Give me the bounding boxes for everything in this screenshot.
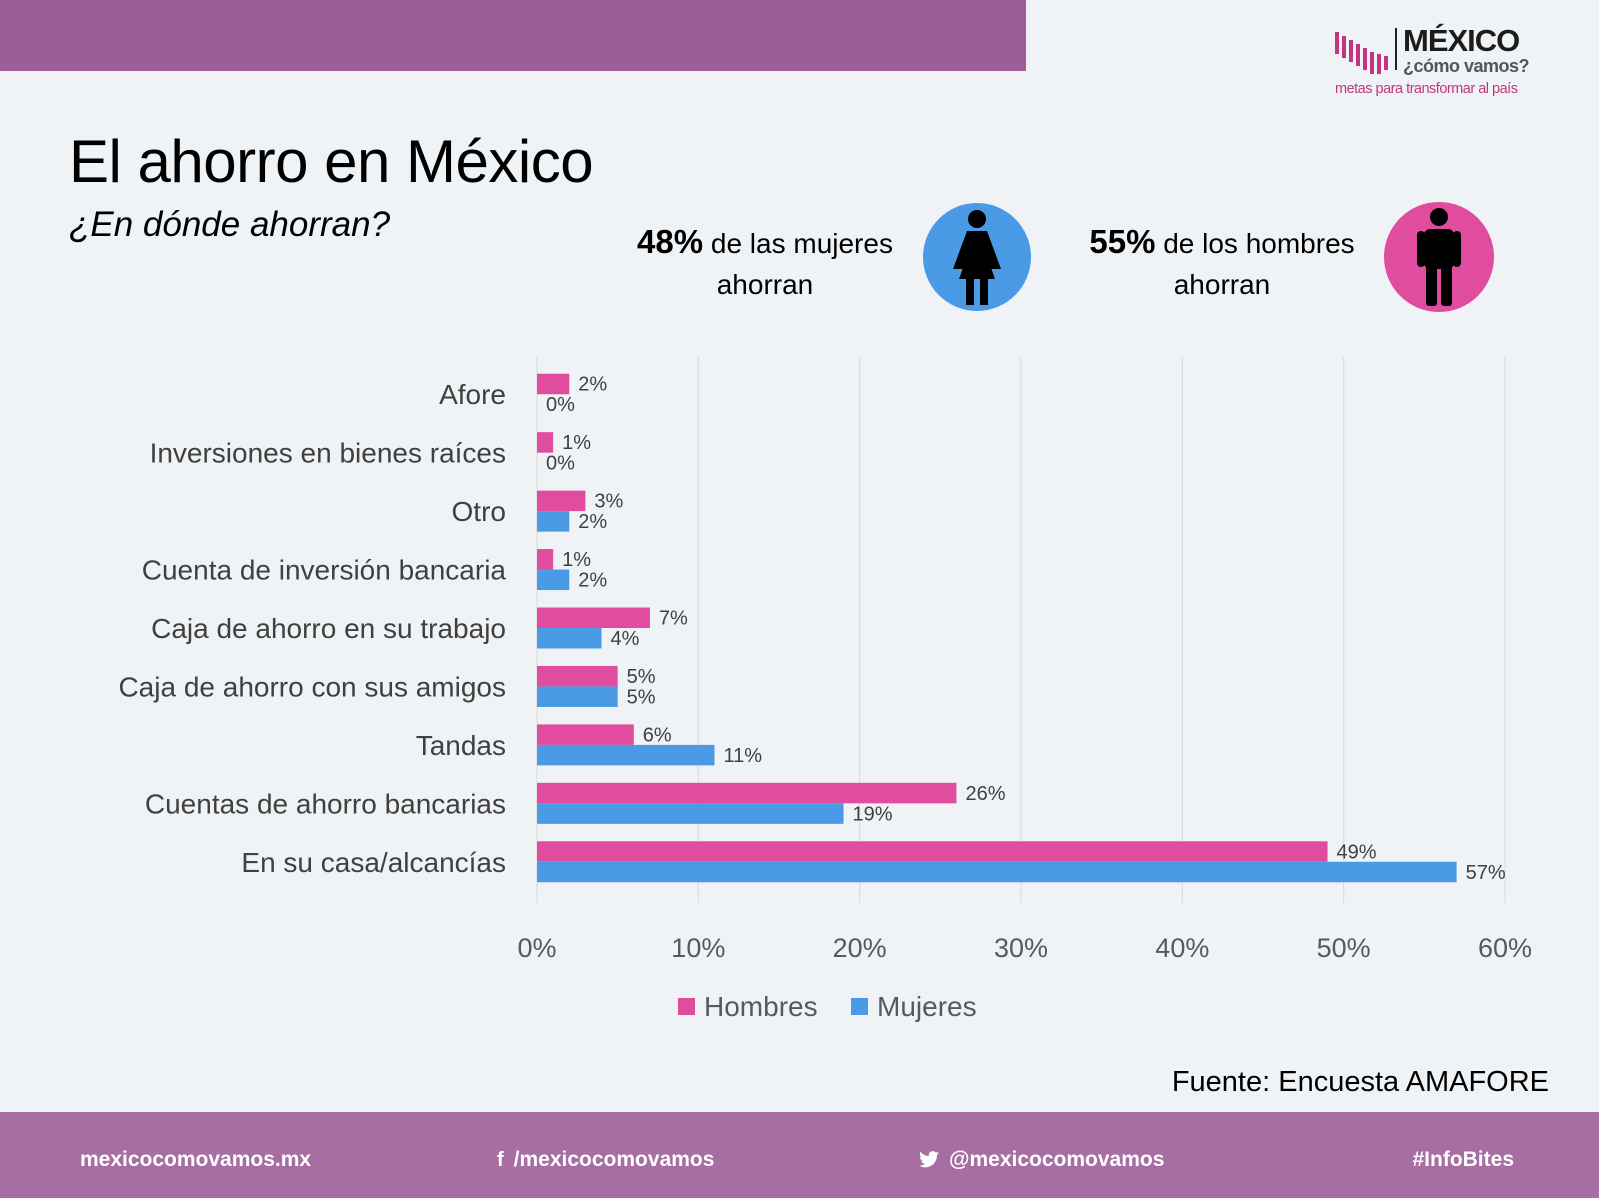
legend-label: Hombres [704,991,818,1022]
category-label: Caja de ahorro con sus amigos [118,671,506,702]
man-icon [1417,208,1461,306]
women-stat-text: de las mujeres [710,228,893,259]
twitter-icon [919,1151,939,1168]
men-badge [1384,202,1494,312]
logo-subtitle: ¿cómo vamos? [1403,56,1530,76]
bar-hombres [537,841,1328,862]
page-subtitle: ¿En dónde ahorran? [69,205,391,244]
data-label: 57% [1466,862,1506,884]
bar-mujeres [537,628,602,649]
data-label: 2% [578,511,607,533]
facebook-icon: f [497,1149,504,1171]
woman-icon [953,210,1001,305]
men-stat-line2: ahorran [1173,269,1271,300]
category-label: Cuenta de inversión bancaria [142,555,507,586]
men-stat-line1: 55% de los hombres [1080,221,1364,264]
footer-website-link[interactable]: mexicocomovamos.mx [80,1148,312,1171]
data-label: 19% [853,803,893,825]
category-label: Inversiones en bienes raíces [150,438,506,469]
x-tick-label: 0% [517,933,556,963]
source-note: Fuente: Encuesta AMAFORE [1171,1066,1549,1098]
bar-mujeres [537,569,570,591]
x-tick-label: 40% [1155,933,1209,963]
category-label: Afore [439,379,506,410]
data-label: 26% [965,783,1005,805]
bar-hombres [537,490,586,512]
x-tick-label: 50% [1317,933,1371,963]
x-tick-label: 30% [994,933,1048,963]
footer-facebook-link[interactable]: f/mexicocomovamos [497,1148,714,1172]
data-label: 5% [627,666,656,688]
bar-hombres [537,782,957,804]
top-banner [0,0,1026,71]
men-stat: 55% de los hombres ahorran [1080,221,1364,305]
women-stat-line2: ahorran [716,269,814,300]
logo-bars-icon [1335,32,1388,74]
data-label: 4% [611,628,640,650]
logo-title: MÉXICO [1403,23,1520,58]
bar-mujeres [537,511,570,532]
bar-hombres [537,373,570,395]
category-label: Cuentas de ahorro bancarias [145,788,506,819]
data-label: 3% [594,491,623,513]
x-tick-label: 20% [833,933,887,963]
bar-mujeres [537,803,844,824]
x-tick-label: 60% [1478,933,1532,963]
data-label: 49% [1337,841,1377,863]
footer-facebook-text: /mexicocomovamos [513,1148,715,1171]
bar-hombres [537,607,650,628]
category-label: Otro [452,496,506,527]
category-label: Tandas [416,730,506,761]
logo-tagline: metas para transformar al país [1335,81,1518,97]
bar-hombres [537,432,554,453]
data-label: 7% [659,608,688,630]
page-title: El ahorro en México [69,128,594,195]
data-label: 1% [562,549,591,571]
data-label: 2% [578,570,607,592]
men-stat-pct: 55% [1089,223,1156,260]
women-stat: 48% de las mujeres ahorran [624,221,906,305]
data-label: 1% [562,432,591,454]
data-label: 6% [643,724,672,746]
category-label: En su casa/alcancías [241,847,506,878]
legend-swatch [851,998,868,1015]
logo-divider [1395,28,1397,70]
legend-label: Mujeres [877,991,977,1022]
brand-logo[interactable]: MÉXICO ¿cómo vamos? metas para transform… [1330,22,1580,102]
bar-mujeres [537,861,1457,883]
footer-hashtag[interactable]: #InfoBites [1412,1148,1514,1171]
category-label: Caja de ahorro en su trabajo [151,613,506,644]
x-tick-label: 10% [671,933,725,963]
bar-mujeres [537,744,715,766]
data-label: 0% [546,453,575,475]
bar-hombres [537,724,634,745]
data-label: 11% [723,745,762,767]
bar-hombres [537,665,618,687]
footer-twitter-link[interactable]: @mexicocomovamos [919,1148,1164,1172]
bar-mujeres [537,686,618,707]
women-badge [923,203,1031,311]
men-stat-text: de los hombres [1163,228,1355,259]
bar-hombres [537,549,554,570]
savings-chart: 0% 10% 20% 30% 40% 50% 60%Afore 2%0%Inversiones… [118,357,1532,1022]
data-label: 2% [578,374,607,396]
women-stat-line1: 48% de las mujeres [624,221,906,264]
women-stat-pct: 48% [637,223,704,260]
footer-twitter-text: @mexicocomovamos [949,1148,1165,1171]
legend-swatch [678,998,695,1015]
data-label: 5% [627,686,656,708]
data-label: 0% [546,394,575,416]
footer-bar: mexicocomovamos.mx f/mexicocomovamos @me… [0,1112,1599,1198]
